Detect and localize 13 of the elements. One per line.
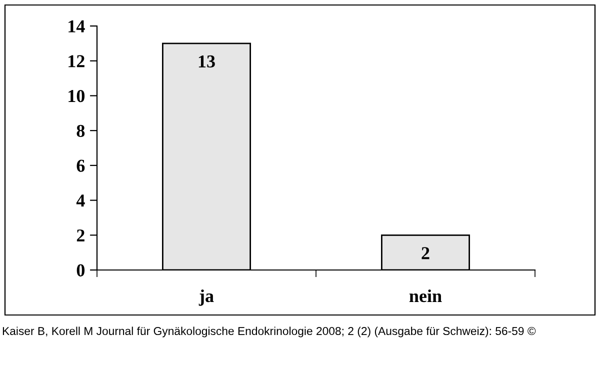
y-tick-label: 12 xyxy=(68,55,84,68)
y-tick-label: 0 xyxy=(76,264,85,276)
y-tick-label: 2 xyxy=(76,229,84,242)
text: Kaiser B, Korell M Journal für Gynäkologische Endokrinologie 2008; 2 (2) (Ausgabe für Schweiz): 56-59 © xyxy=(2,326,536,338)
x-tick-label: ja xyxy=(198,289,214,306)
y-tick-label: 14 xyxy=(68,20,85,32)
data-label: 13 xyxy=(198,55,215,68)
y-tick-label: 10 xyxy=(68,90,85,102)
y-tick-label: 4 xyxy=(76,194,85,207)
x-tick-label: nein xyxy=(409,289,442,302)
y-tick-label: 8 xyxy=(76,124,85,138)
data-label: 2 xyxy=(422,247,430,260)
y-tick-label: 6 xyxy=(76,160,85,172)
